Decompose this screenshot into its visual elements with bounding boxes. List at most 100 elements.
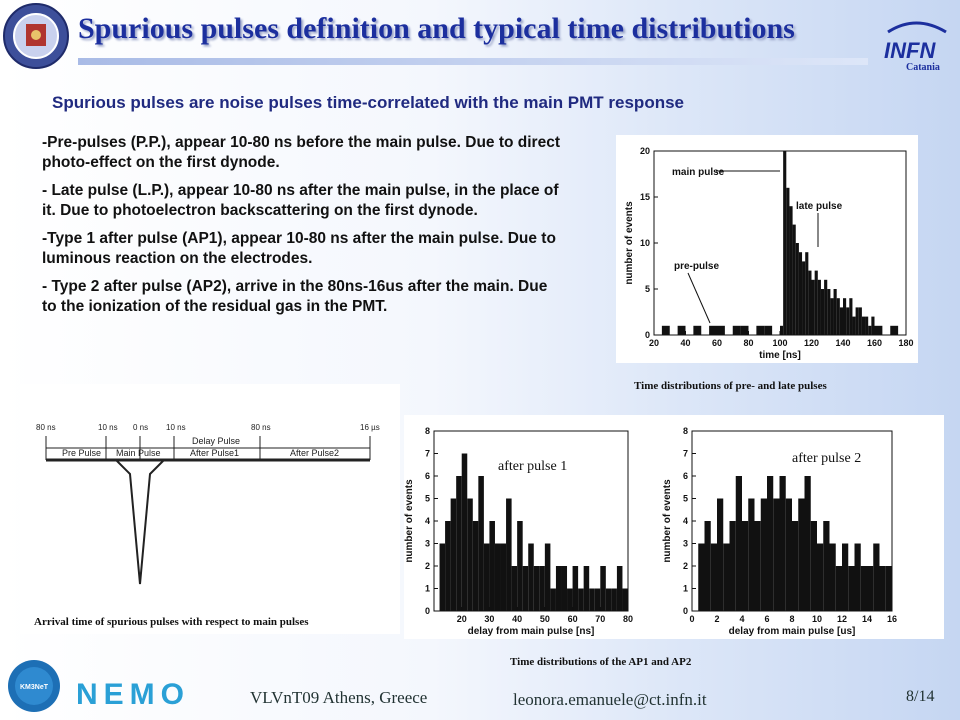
histogram-bar <box>849 298 853 335</box>
histogram-bar <box>450 498 457 611</box>
km3net-logo-text: KM3NeT <box>20 684 49 691</box>
y-tick-label: 0 <box>645 330 650 340</box>
histogram-bar <box>732 325 741 335</box>
histogram-bar <box>823 521 830 611</box>
segment-delay-pulse: Delay Pulse <box>192 436 240 446</box>
series-label-ap1: after pulse 1 <box>498 459 567 474</box>
y-tick-label: 0 <box>425 606 430 616</box>
histogram-bar <box>661 325 670 335</box>
after-pulse-charts: 20 30 40 50 60 70 80 0 1 2 3 4 5 6 7 8 delay from main p… <box>404 415 944 639</box>
histogram-bar <box>494 543 501 611</box>
x-tick-label: 12 <box>837 614 847 624</box>
nemo-logo: NEMO <box>76 678 184 710</box>
histogram-bar <box>723 543 730 611</box>
histogram-bar <box>848 566 855 611</box>
histogram-bar <box>792 521 799 611</box>
pulse-timing-diagram: 80 ns 10 ns 0 ns 10 ns 80 ns 16 µs Pre P… <box>20 384 400 634</box>
histogram-bar <box>764 325 773 335</box>
histogram-bar <box>780 325 784 335</box>
histogram-bar <box>472 521 479 611</box>
histogram-bar <box>846 307 850 335</box>
x-tick-label: 60 <box>568 614 578 624</box>
y-tick-label: 15 <box>640 192 650 202</box>
histogram-bar <box>748 498 755 611</box>
segment-after-pulse-2: After Pulse2 <box>290 448 339 458</box>
pre-late-pulse-chart: 20 40 60 80 100 120 140 160 180 0 5 10 15 20 time [ns]… <box>616 135 918 363</box>
histogram-bar <box>802 261 806 335</box>
title-underline <box>78 58 868 65</box>
histogram-bar <box>717 498 724 611</box>
histogram-bar <box>867 566 874 611</box>
x-tick-label: 20 <box>649 338 659 348</box>
histogram-bar <box>539 566 545 611</box>
y-tick-label: 5 <box>425 494 430 504</box>
histogram-bar <box>522 566 529 611</box>
pre-late-pulse-chart-svg: 20 40 60 80 100 120 140 160 180 0 5 10 15 20 time [ns]… <box>624 146 914 361</box>
histogram-bar <box>874 325 883 335</box>
infn-logo-subtext: Catania <box>906 62 940 72</box>
histogram-bar <box>572 566 579 611</box>
histogram-bar <box>798 252 803 335</box>
y-tick-label: 2 <box>683 561 688 571</box>
y-tick-label: 8 <box>683 426 688 436</box>
histogram-bar <box>704 521 711 611</box>
x-tick-label: 100 <box>772 338 787 348</box>
histogram-bar <box>478 476 484 611</box>
histogram-bar <box>439 543 446 611</box>
annotation-pre-pulse-arrow <box>687 272 711 324</box>
histogram-bar <box>605 588 612 611</box>
histogram-bar <box>693 325 702 335</box>
x-tick-label: 40 <box>512 614 522 624</box>
tick-label-16us: 16 µs <box>360 423 380 432</box>
x-tick-label: 14 <box>862 614 872 624</box>
annotation-pre-pulse: pre-pulse <box>674 261 719 272</box>
infn-logo-text: INFN <box>884 38 936 63</box>
histogram-bar <box>616 566 623 611</box>
histogram-bar <box>500 543 507 611</box>
y-tick-label: 6 <box>425 471 430 481</box>
x-axis-label: time [ns] <box>759 350 801 361</box>
x-tick-label: 120 <box>804 338 819 348</box>
histogram-bar <box>783 151 787 335</box>
y-tick-label: 6 <box>683 471 688 481</box>
bullet-after-pulse-2: - Type 2 after pulse (AP2), arrive in th… <box>42 278 548 315</box>
histogram-bar <box>824 279 828 335</box>
histogram-bar <box>779 476 786 611</box>
histogram-bar <box>710 543 717 611</box>
tick-label-80ns-left: 80 ns <box>36 423 56 432</box>
segment-pre-pulse: Pre Pulse <box>62 448 101 458</box>
caption-arrival-time: Arrival time of spurious pulses with res… <box>34 616 309 628</box>
y-tick-label: 7 <box>425 449 430 459</box>
histogram-bar <box>756 325 765 335</box>
histogram-bar <box>830 298 834 335</box>
histogram-bar <box>842 543 849 611</box>
histogram-bar <box>890 325 899 335</box>
subtitle: Spurious pulses are noise pulses time-co… <box>52 93 684 112</box>
caption-pre-late: Time distributions of pre- and late puls… <box>634 380 827 392</box>
x-tick-label: 2 <box>714 614 719 624</box>
tick-label-80ns-right: 80 ns <box>251 423 271 432</box>
histogram-bar <box>843 298 847 335</box>
plot-frame <box>653 150 907 336</box>
histogram-bar <box>483 543 490 611</box>
histogram-bar <box>717 325 725 335</box>
histogram-bar <box>461 453 468 611</box>
x-tick-label: 80 <box>743 338 753 348</box>
page-title: Spurious pulses definition and typical t… <box>78 12 795 45</box>
x-tick-label: 4 <box>739 614 744 624</box>
histogram-bar <box>698 543 705 611</box>
histogram-bar <box>489 521 495 611</box>
series-label-ap2: after pulse 2 <box>792 451 861 466</box>
x-tick-label: 40 <box>680 338 690 348</box>
y-tick-label: 10 <box>640 238 650 248</box>
x-tick-label: 80 <box>623 614 633 624</box>
x-tick-label: 70 <box>595 614 605 624</box>
infn-logo: INFN Catania <box>876 18 956 73</box>
y-tick-label: 5 <box>645 284 650 294</box>
bullet-after-pulse-1: -Type 1 after pulse (AP1), appear 10-80 … <box>42 230 556 267</box>
page-number: 8/14 <box>906 688 935 705</box>
histogram-bar <box>879 566 886 611</box>
histogram-bar <box>852 316 856 335</box>
y-tick-label: 20 <box>640 146 650 156</box>
y-tick-label: 4 <box>425 516 430 526</box>
